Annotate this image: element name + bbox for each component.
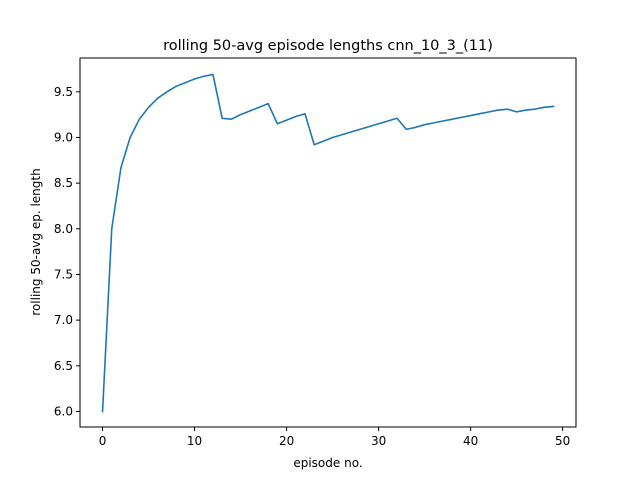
y-tick-label: 7.0 <box>54 313 73 327</box>
x-axis: 0 10 20 30 40 50 <box>99 427 570 448</box>
x-axis-label: episode no. <box>293 456 362 470</box>
y-axis-label: rolling 50-avg ep. length <box>29 168 43 315</box>
x-tick-label: 50 <box>555 434 570 448</box>
y-tick-label: 7.5 <box>54 267 73 281</box>
chart-title: rolling 50-avg episode lengths cnn_10_3_… <box>163 38 493 54</box>
y-tick-label: 6.5 <box>54 359 73 373</box>
y-tick-label: 8.0 <box>54 222 73 236</box>
series-line-0 <box>101 73 555 413</box>
x-tick-label: 40 <box>463 434 478 448</box>
x-tick-label: 10 <box>187 434 202 448</box>
y-tick-label: 9.5 <box>54 85 73 99</box>
y-tick-label: 8.5 <box>54 176 73 190</box>
x-tick-label: 30 <box>371 434 386 448</box>
plot-area <box>101 73 555 413</box>
x-tick-label: 0 <box>99 434 107 448</box>
axes-frame <box>79 57 577 428</box>
x-tick-label: 20 <box>279 434 294 448</box>
y-tick-label: 9.0 <box>54 130 73 144</box>
y-axis: 6.0 6.5 7.0 7.5 8.0 8.5 9.0 9.5 <box>54 85 80 418</box>
y-tick-label: 6.0 <box>54 404 73 418</box>
